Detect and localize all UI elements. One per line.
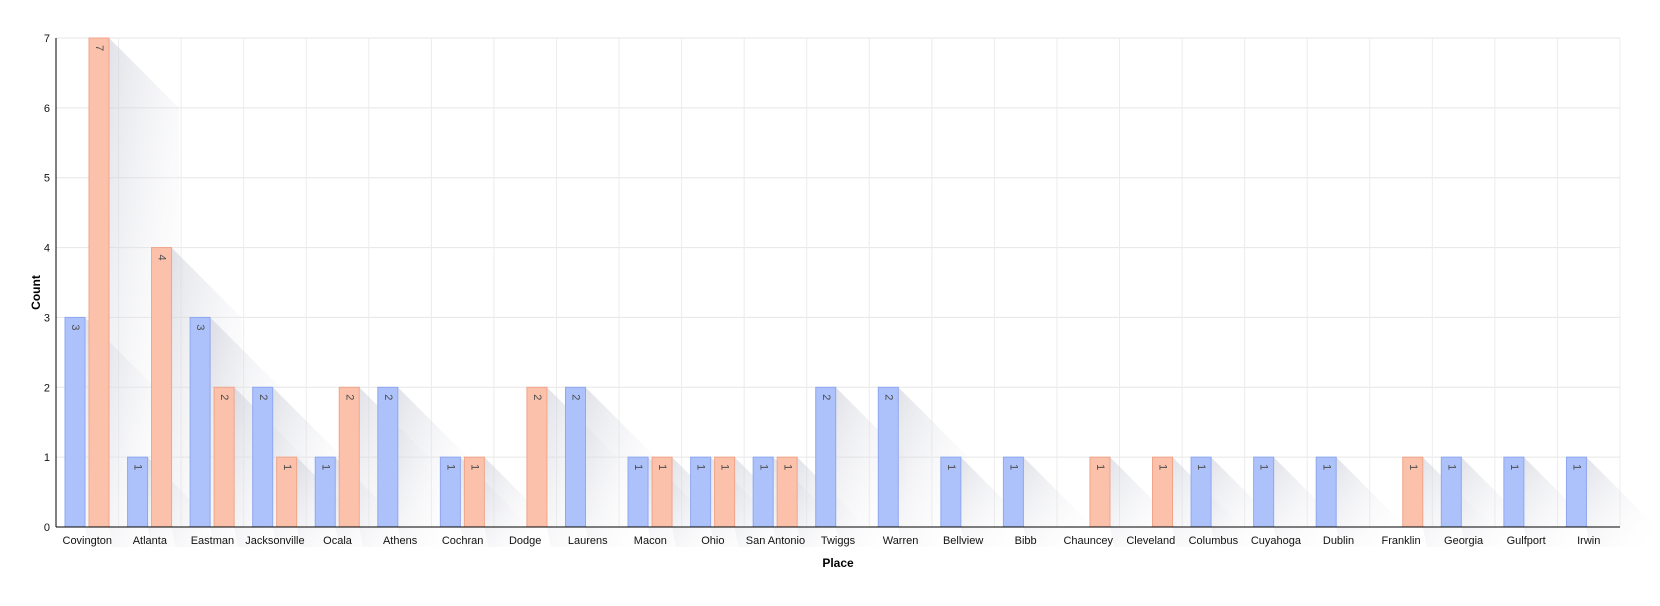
bar-value-label: 2 bbox=[570, 394, 582, 400]
bar-value-label: 1 bbox=[1407, 464, 1419, 470]
x-tick-label: Dodge bbox=[509, 535, 541, 547]
bar-value-label: 1 bbox=[444, 464, 456, 470]
bar-value-label: 1 bbox=[757, 464, 769, 470]
x-axis-title: Place bbox=[822, 556, 854, 570]
bar-value-label: 1 bbox=[1445, 464, 1457, 470]
x-tick-label: Cuyahoga bbox=[1251, 535, 1302, 547]
x-tick-label: Macon bbox=[634, 535, 667, 547]
bar-value-label: 1 bbox=[1258, 464, 1270, 470]
bar-value-label: 1 bbox=[781, 464, 793, 470]
y-tick-label: 1 bbox=[44, 452, 50, 464]
bar-value-label: 7 bbox=[93, 45, 105, 51]
bar-eastman-2[interactable] bbox=[213, 386, 235, 528]
x-tick-label: Athens bbox=[383, 535, 418, 547]
bar-value-label: 1 bbox=[695, 464, 707, 470]
bar-shadow bbox=[1336, 457, 1407, 547]
bar-value-label: 3 bbox=[194, 324, 206, 330]
bar-warren-1[interactable] bbox=[877, 386, 899, 528]
x-tick-label: Georgia bbox=[1444, 535, 1484, 547]
bar-covington-2[interactable] bbox=[88, 37, 110, 528]
x-tick-label: Atlanta bbox=[133, 535, 168, 547]
y-axis-title: Count bbox=[29, 275, 43, 310]
bar-value-label: 1 bbox=[719, 464, 731, 470]
bar-value-label: 2 bbox=[382, 394, 394, 400]
x-tick-label: Chauncey bbox=[1063, 535, 1113, 547]
bar-value-label: 1 bbox=[1007, 464, 1019, 470]
bar-atlanta-2[interactable] bbox=[151, 247, 173, 528]
bar-value-label: 1 bbox=[945, 464, 957, 470]
x-tick-label: Cochran bbox=[442, 535, 484, 547]
bar-value-label: 2 bbox=[257, 394, 269, 400]
y-tick-label: 5 bbox=[44, 173, 50, 185]
bar-value-label: 2 bbox=[820, 394, 832, 400]
axes bbox=[55, 38, 1620, 528]
bar-jacksonville-1[interactable] bbox=[252, 386, 274, 528]
bar-value-label: 1 bbox=[1320, 464, 1332, 470]
tick-labels: 0 1 2 3 4 5 6 7 Covington Atlanta Eastman Jacksonvi… bbox=[44, 33, 1600, 547]
x-tick-label: Warren bbox=[883, 535, 919, 547]
bar-value-label: 1 bbox=[132, 464, 144, 470]
x-tick-label: Laurens bbox=[568, 535, 608, 547]
bar-value-label: 1 bbox=[281, 464, 293, 470]
bar-value-label: 1 bbox=[319, 464, 331, 470]
bar-ocala-2[interactable] bbox=[338, 386, 360, 528]
bar-value-label: 2 bbox=[882, 394, 894, 400]
x-tick-label: Jacksonville bbox=[245, 535, 304, 547]
bar-covington-1[interactable] bbox=[64, 316, 86, 528]
bar-athens-1[interactable] bbox=[377, 386, 399, 528]
bars: 3 7 1 4 3 2 2 1 1 2 2 1 1 2 2 1 1 1 1 1 1 2 2 1 1 1 1 1 1 1 1 1 1 1 bbox=[64, 37, 1587, 528]
bar-value-label: 4 bbox=[156, 255, 168, 261]
y-tick-label: 3 bbox=[44, 312, 50, 324]
x-tick-label: Bellview bbox=[943, 535, 983, 547]
x-tick-label: Ohio bbox=[701, 535, 724, 547]
x-tick-label: Cleveland bbox=[1126, 535, 1175, 547]
bar-twiggs-1[interactable] bbox=[815, 386, 837, 528]
bar-shadow bbox=[1586, 457, 1657, 547]
bar-value-label: 2 bbox=[531, 394, 543, 400]
bar-value-label: 3 bbox=[69, 324, 81, 330]
y-tick-label: 4 bbox=[44, 243, 50, 255]
bar-dodge-2[interactable] bbox=[526, 386, 548, 528]
bar-value-label: 1 bbox=[1157, 464, 1169, 470]
bar-eastman-1[interactable] bbox=[189, 316, 211, 528]
bar-value-label: 2 bbox=[343, 394, 355, 400]
y-tick-label: 7 bbox=[44, 33, 50, 45]
x-tick-label: San Antonio bbox=[746, 535, 805, 547]
x-tick-label: Irwin bbox=[1577, 535, 1600, 547]
bar-shadow bbox=[1023, 457, 1094, 547]
x-tick-label: Bibb bbox=[1015, 535, 1037, 547]
bar-value-label: 1 bbox=[1571, 464, 1583, 470]
x-tick-label: Ocala bbox=[323, 535, 353, 547]
bar-value-label: 1 bbox=[1195, 464, 1207, 470]
bar-value-label: 1 bbox=[1508, 464, 1520, 470]
x-tick-label: Gulfport bbox=[1507, 535, 1546, 547]
bar-value-label: 1 bbox=[1094, 464, 1106, 470]
x-tick-label: Franklin bbox=[1381, 535, 1420, 547]
bar-value-label: 1 bbox=[632, 464, 644, 470]
bar-value-label: 1 bbox=[468, 464, 480, 470]
y-tick-label: 6 bbox=[44, 103, 50, 115]
x-tick-label: Twiggs bbox=[821, 535, 856, 547]
bar-value-label: 1 bbox=[656, 464, 668, 470]
x-tick-label: Covington bbox=[63, 535, 113, 547]
x-tick-label: Eastman bbox=[191, 535, 234, 547]
x-tick-label: Dublin bbox=[1323, 535, 1354, 547]
y-tick-label: 0 bbox=[44, 522, 50, 534]
bar-laurens-1[interactable] bbox=[564, 386, 586, 528]
y-tick-label: 2 bbox=[44, 382, 50, 394]
bar-value-label: 2 bbox=[218, 394, 230, 400]
x-tick-label: Columbus bbox=[1189, 535, 1239, 547]
